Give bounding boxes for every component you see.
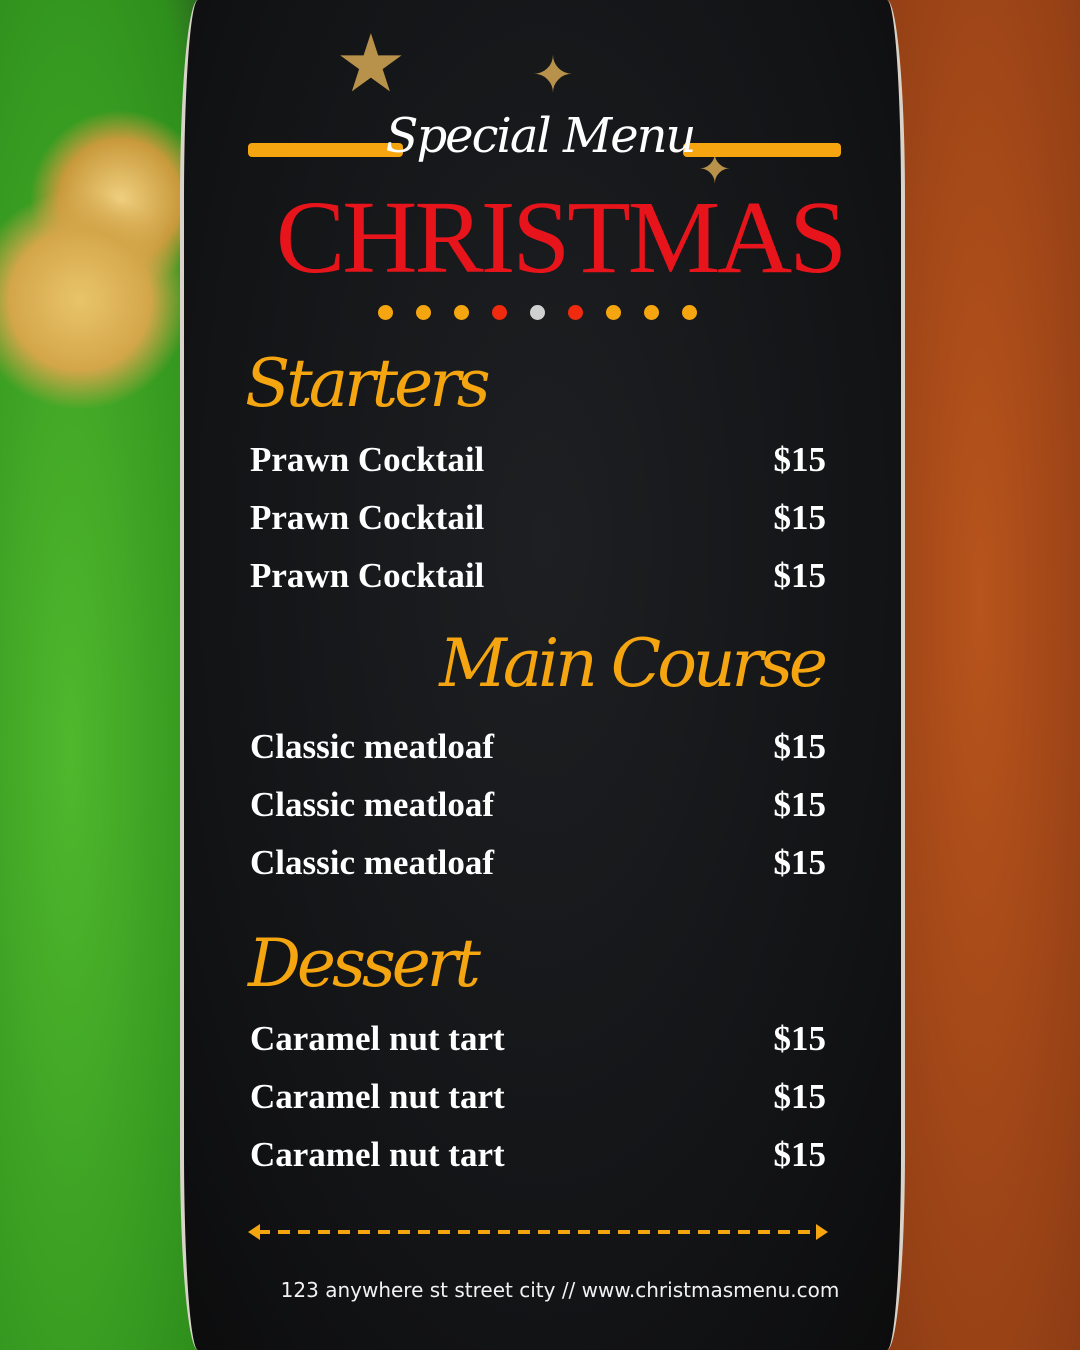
- item-price: $15: [773, 498, 827, 537]
- item-price: $15: [773, 440, 827, 479]
- menu-item: Caramel nut tart $15: [250, 1077, 826, 1117]
- menu-item: Caramel nut tart $15: [250, 1019, 826, 1059]
- item-name: Classic meatloaf: [250, 727, 494, 766]
- item-price: $15: [773, 727, 827, 766]
- menu-item: Caramel nut tart $15: [250, 1135, 826, 1175]
- food-photo-left: [0, 0, 200, 1350]
- section-title-main-course: Main Course: [439, 625, 828, 702]
- title-bar-left: [248, 143, 403, 157]
- dot: [492, 305, 507, 320]
- item-price: $15: [773, 1077, 827, 1116]
- item-name: Classic meatloaf: [250, 785, 494, 824]
- menu-title: CHRISTMAS: [275, 180, 847, 295]
- footer-address: 123 anywhere st street city // www.chris…: [280, 1278, 840, 1302]
- menu-item: Classic meatloaf $15: [250, 843, 826, 883]
- item-price: $15: [773, 556, 827, 595]
- item-name: Prawn Cocktail: [250, 440, 485, 479]
- dot: [378, 305, 393, 320]
- menu-item: Prawn Cocktail $15: [250, 440, 826, 480]
- menu-subtitle: Special Menu: [385, 108, 697, 164]
- item-name: Caramel nut tart: [250, 1077, 505, 1116]
- star-decoration-icon: ★: [335, 21, 407, 109]
- dot: [606, 305, 621, 320]
- dashed-arrow-divider: [248, 1224, 828, 1240]
- menu-item: Prawn Cocktail $15: [250, 498, 826, 538]
- menu-item: Classic meatloaf $15: [250, 785, 826, 825]
- item-price: $15: [773, 1019, 827, 1058]
- item-name: Prawn Cocktail: [250, 556, 485, 595]
- dot: [568, 305, 583, 320]
- menu-panel: [180, 0, 905, 1350]
- section-title-dessert: Dessert: [248, 925, 481, 1002]
- item-name: Caramel nut tart: [250, 1135, 505, 1174]
- dot-divider: [378, 305, 697, 320]
- section-title-starters: Starters: [245, 345, 491, 422]
- dot: [530, 305, 545, 320]
- dot: [454, 305, 469, 320]
- menu-item: Prawn Cocktail $15: [250, 556, 826, 596]
- title-bar-right: [683, 143, 841, 157]
- item-name: Classic meatloaf: [250, 843, 494, 882]
- item-name: Prawn Cocktail: [250, 498, 485, 537]
- star-decoration-icon: ✦: [532, 47, 574, 103]
- dot: [644, 305, 659, 320]
- item-price: $15: [773, 1135, 827, 1174]
- item-price: $15: [773, 843, 827, 882]
- item-price: $15: [773, 785, 827, 824]
- menu-item: Classic meatloaf $15: [250, 727, 826, 767]
- dot: [682, 305, 697, 320]
- food-photo-right: [870, 0, 1080, 1350]
- item-name: Caramel nut tart: [250, 1019, 505, 1058]
- dot: [416, 305, 431, 320]
